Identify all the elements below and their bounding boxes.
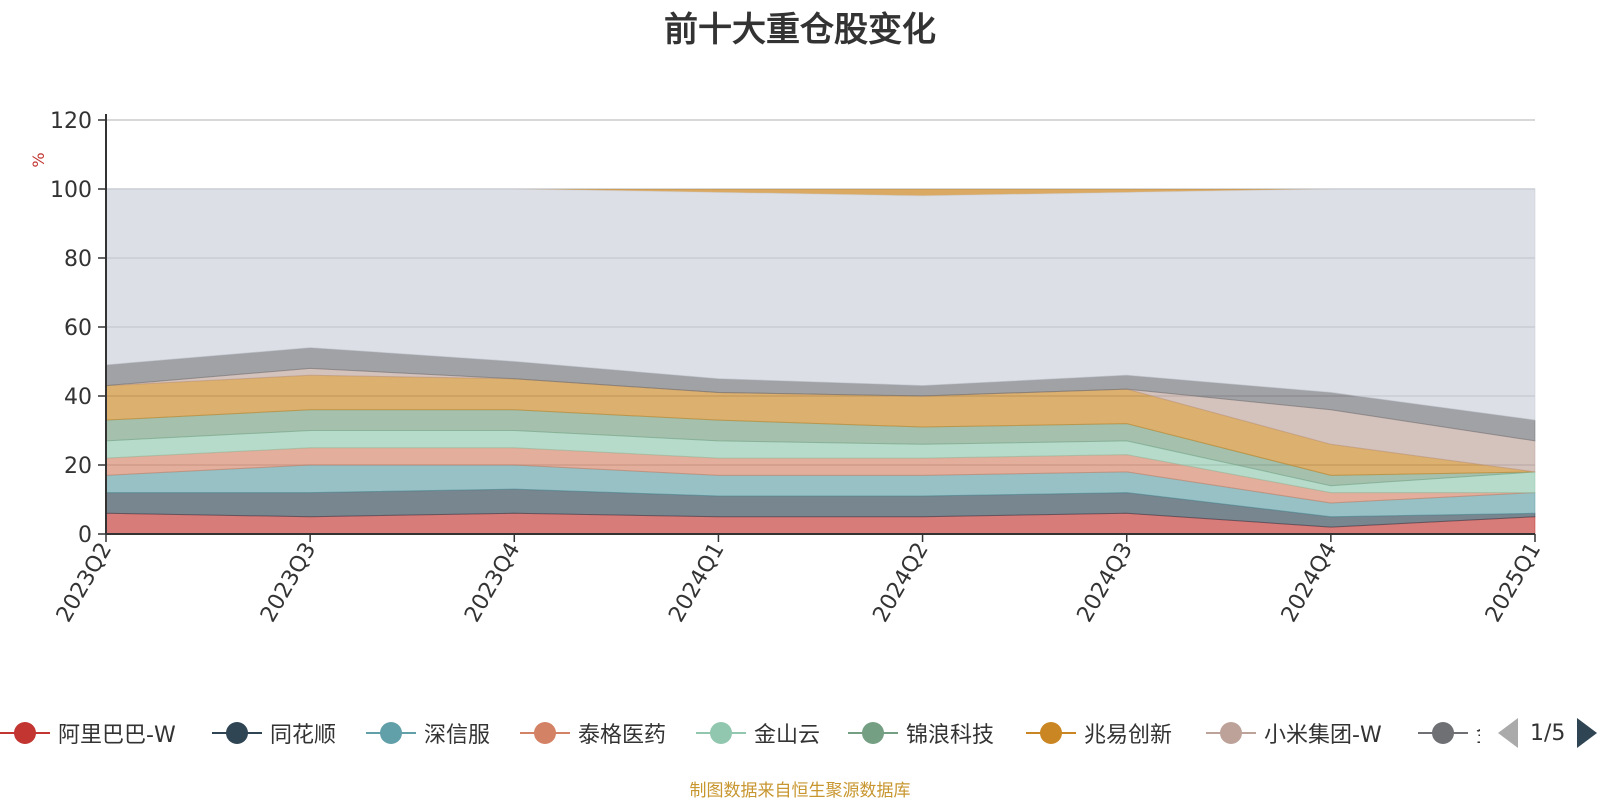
legend-item[interactable]: 阿里巴巴-W — [0, 708, 176, 758]
area-layer — [105, 188, 1536, 535]
y-tick-label: 40 — [64, 385, 92, 410]
legend-swatch-icon — [212, 720, 262, 746]
y-tick-label: 60 — [64, 316, 92, 341]
area-series — [105, 188, 1536, 421]
legend-label: 金山云 — [754, 723, 821, 748]
legend-swatch-icon — [848, 720, 898, 746]
legend-swatch-icon — [366, 720, 416, 746]
legend-item[interactable]: 金山云 — [696, 708, 820, 758]
legend-label: 阿里巴巴-W — [58, 723, 176, 748]
legend-item[interactable]: 锦浪科技 — [848, 708, 994, 758]
legend-swatch-icon — [696, 720, 746, 746]
x-tick-label: 2025Q1 — [1481, 539, 1546, 627]
x-tick-label: 2024Q3 — [1073, 539, 1138, 627]
legend-swatch-icon — [1026, 720, 1076, 746]
legend-pager: 1/5 — [1498, 716, 1598, 750]
legend-label: 同花顺 — [270, 723, 337, 748]
legend-item[interactable]: 金 — [1418, 708, 1480, 758]
x-tick-label: 2023Q3 — [256, 539, 321, 627]
legend-label: 深信服 — [424, 723, 491, 748]
x-tick-label: 2023Q2 — [52, 539, 117, 627]
legend-item[interactable]: 小米集团-W — [1206, 708, 1382, 758]
pager-prev-icon[interactable] — [1498, 718, 1518, 748]
y-tick-label: 100 — [50, 178, 92, 203]
x-tick-label: 2024Q2 — [868, 539, 933, 627]
legend-item[interactable]: 兆易创新 — [1026, 708, 1172, 758]
legend-swatch-icon — [1206, 720, 1256, 746]
y-tick-label: 0 — [78, 523, 92, 548]
y-tick-label: 20 — [64, 454, 92, 479]
x-tick-label: 2023Q4 — [460, 539, 525, 627]
legend-item[interactable]: 泰格医药 — [520, 708, 666, 758]
x-tick-label: 2024Q4 — [1277, 539, 1342, 627]
legend-label: 小米集团-W — [1264, 723, 1382, 748]
y-tick-label: 120 — [50, 109, 92, 134]
area-band-total — [106, 189, 1535, 196]
legend-item[interactable]: 深信服 — [366, 708, 490, 758]
legend-swatch-icon — [520, 720, 570, 746]
legend-label: 兆易创新 — [1084, 723, 1173, 748]
legend-item[interactable]: 同花顺 — [212, 708, 336, 758]
source-note: 制图数据来自恒生聚源数据库 — [689, 781, 911, 801]
y-tick-label: 80 — [64, 247, 92, 272]
x-tick-label: 2024Q1 — [664, 539, 729, 627]
legend-label: 泰格医药 — [578, 723, 667, 748]
chart-title: 前十大重仓股变化 — [664, 10, 936, 50]
legend-label: 锦浪科技 — [906, 723, 995, 748]
y-axis-label: % — [29, 152, 48, 167]
legend-label: 金 — [1476, 717, 1480, 749]
pager-text: 1/5 — [1530, 720, 1566, 746]
legend: 阿里巴巴-W 同花顺 深信服 泰格医药 金山云 锦浪科技 兆易创新 小米集团-W 金 — [0, 708, 1480, 758]
legend-swatch-icon — [1418, 720, 1468, 746]
legend-swatch-icon — [0, 720, 50, 746]
pager-next-icon[interactable] — [1577, 718, 1598, 748]
